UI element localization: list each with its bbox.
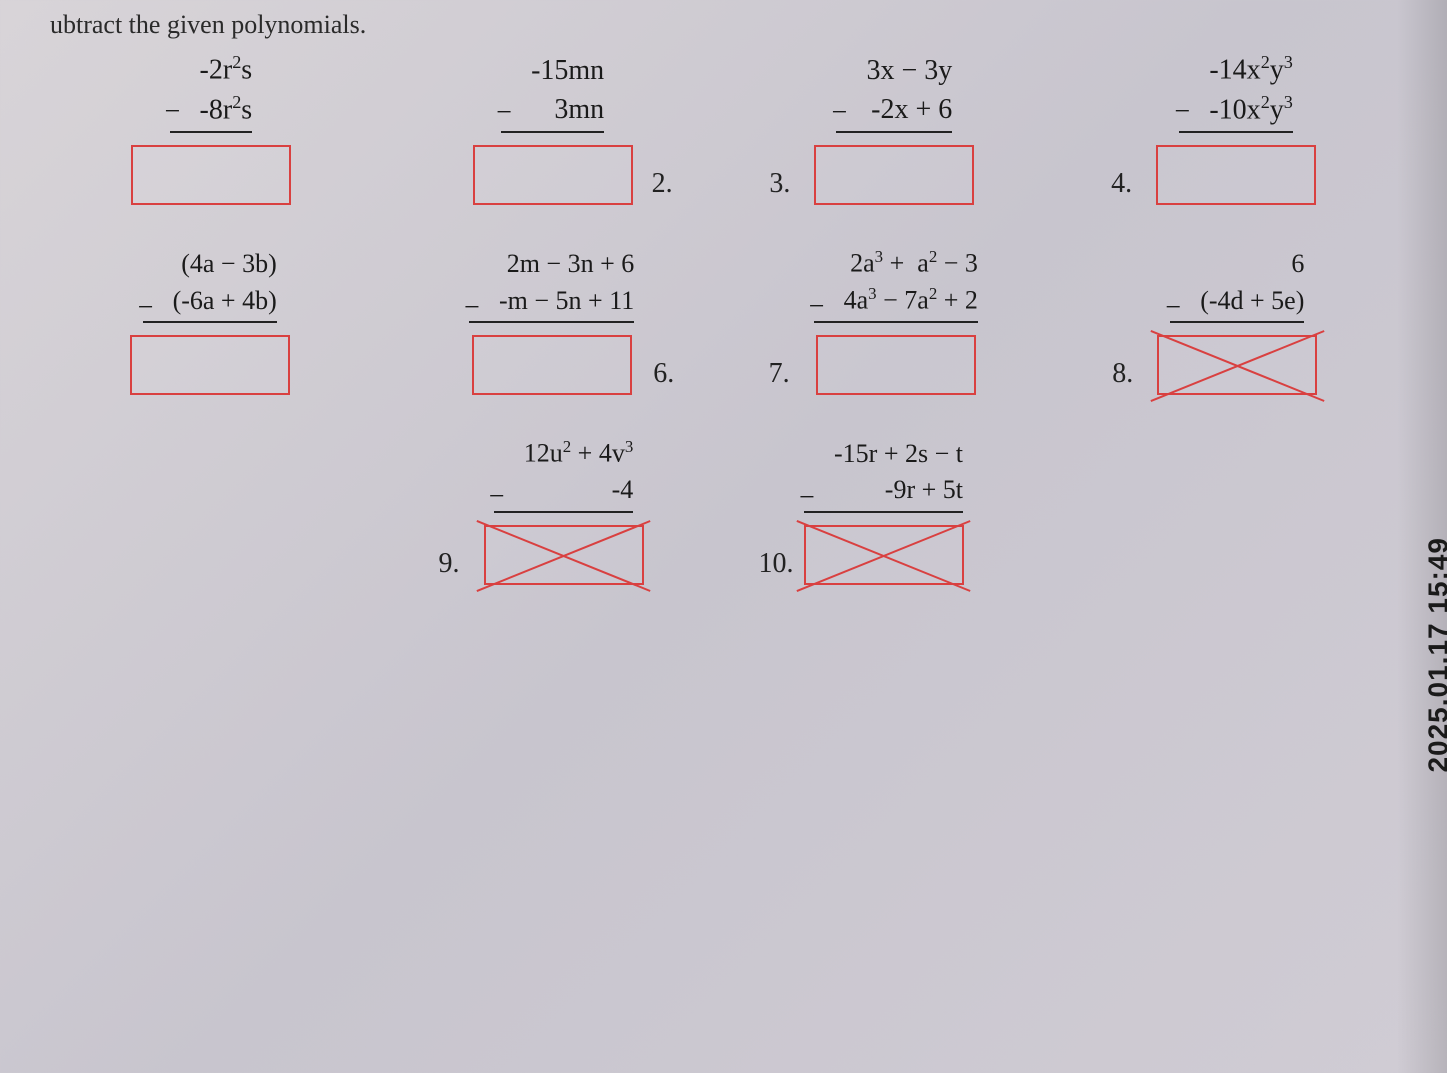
problem-row-1: -2r2s − -8r2s -15mn − 3mn 2. 3x − 3y − -… xyxy=(40,50,1407,205)
expr-bottom: 3mn xyxy=(501,90,604,133)
minus-icon: − xyxy=(138,288,154,327)
problem-row-3: 12u2 + 4v3 − -4 9. -15r + 2s − t − -9r +… xyxy=(40,435,1407,584)
problem-9: 12u2 + 4v3 − -4 9. xyxy=(484,435,644,584)
problem-number: 2. xyxy=(652,168,673,200)
answer-box[interactable] xyxy=(814,145,974,205)
answer-box[interactable] xyxy=(1156,145,1316,205)
problem-5: (4a − 3b) − (-6a + 4b) xyxy=(130,246,290,395)
minus-icon: − xyxy=(489,477,505,516)
expr-bottom: -2x + 6 xyxy=(836,90,952,133)
problem-number: 8. xyxy=(1112,358,1133,390)
photo-timestamp: 2025.01.17 15:49 xyxy=(1423,537,1447,773)
expr-bottom: -9r + 5t xyxy=(804,472,963,512)
minus-icon: − xyxy=(496,93,512,132)
problem-row-2: (4a − 3b) − (-6a + 4b) 2m − 3n + 6 − -m … xyxy=(40,245,1407,395)
minus-icon: − xyxy=(831,93,847,132)
answer-box[interactable] xyxy=(130,335,290,395)
expr-bottom: -8r2s xyxy=(170,90,253,134)
minus-icon: − xyxy=(809,287,825,326)
expr-bottom: -4 xyxy=(494,472,634,512)
expr-top: 3x − 3y xyxy=(836,51,952,90)
problem-4: -14x2y3 − -10x2y3 4. xyxy=(1156,50,1316,205)
page-header: ubtract the given polynomials. xyxy=(40,10,1407,40)
answer-box[interactable] xyxy=(1157,335,1317,395)
answer-box[interactable] xyxy=(473,145,633,205)
problem-number: 9. xyxy=(439,548,460,580)
answer-box[interactable] xyxy=(816,335,976,395)
expr-top: 6 xyxy=(1170,246,1304,282)
expr-top: -15mn xyxy=(501,51,604,90)
problem-3: 3x − 3y − -2x + 6 3. xyxy=(814,51,974,205)
problem-number: 7. xyxy=(769,358,790,390)
problem-6: 2m − 3n + 6 − -m − 5n + 11 6. xyxy=(469,246,634,395)
problem-number: 4. xyxy=(1111,168,1132,200)
expr-bottom: -m − 5n + 11 xyxy=(469,283,634,323)
problem-7: 2a3 + a2 − 3 − 4a3 − 7a2 + 2 7. xyxy=(814,245,978,395)
minus-icon: − xyxy=(1174,92,1190,131)
answer-box[interactable] xyxy=(484,525,644,585)
problem-number: 10. xyxy=(759,548,794,580)
expr-top: 12u2 + 4v3 xyxy=(494,435,634,472)
expr-top: -2r2s xyxy=(170,50,253,90)
minus-icon: − xyxy=(464,288,480,327)
expr-top: 2a3 + a2 − 3 xyxy=(814,245,978,282)
answer-box[interactable] xyxy=(804,525,964,585)
problem-number: 6. xyxy=(653,358,674,390)
problem-10: -15r + 2s − t − -9r + 5t 10. xyxy=(804,436,964,585)
minus-icon: − xyxy=(1165,288,1181,327)
expr-top: 2m − 3n + 6 xyxy=(469,246,634,282)
problem-number: 3. xyxy=(769,168,790,200)
problem-1: -2r2s − -8r2s xyxy=(131,50,291,205)
expr-top: -15r + 2s − t xyxy=(804,436,963,472)
expr-top: -14x2y3 xyxy=(1179,50,1293,90)
expr-bottom: (-4d + 5e) xyxy=(1170,283,1304,323)
expr-bottom: 4a3 − 7a2 + 2 xyxy=(814,282,978,323)
minus-icon: − xyxy=(165,92,181,131)
problem-2: -15mn − 3mn 2. xyxy=(473,51,633,205)
expr-top: (4a − 3b) xyxy=(143,246,277,282)
minus-icon: − xyxy=(799,478,815,517)
problem-8: 6 − (-4d + 5e) 8. xyxy=(1157,246,1317,395)
answer-box[interactable] xyxy=(131,145,291,205)
answer-box[interactable] xyxy=(472,335,632,395)
expr-bottom: -10x2y3 xyxy=(1179,90,1293,134)
expr-bottom: (-6a + 4b) xyxy=(143,283,277,323)
